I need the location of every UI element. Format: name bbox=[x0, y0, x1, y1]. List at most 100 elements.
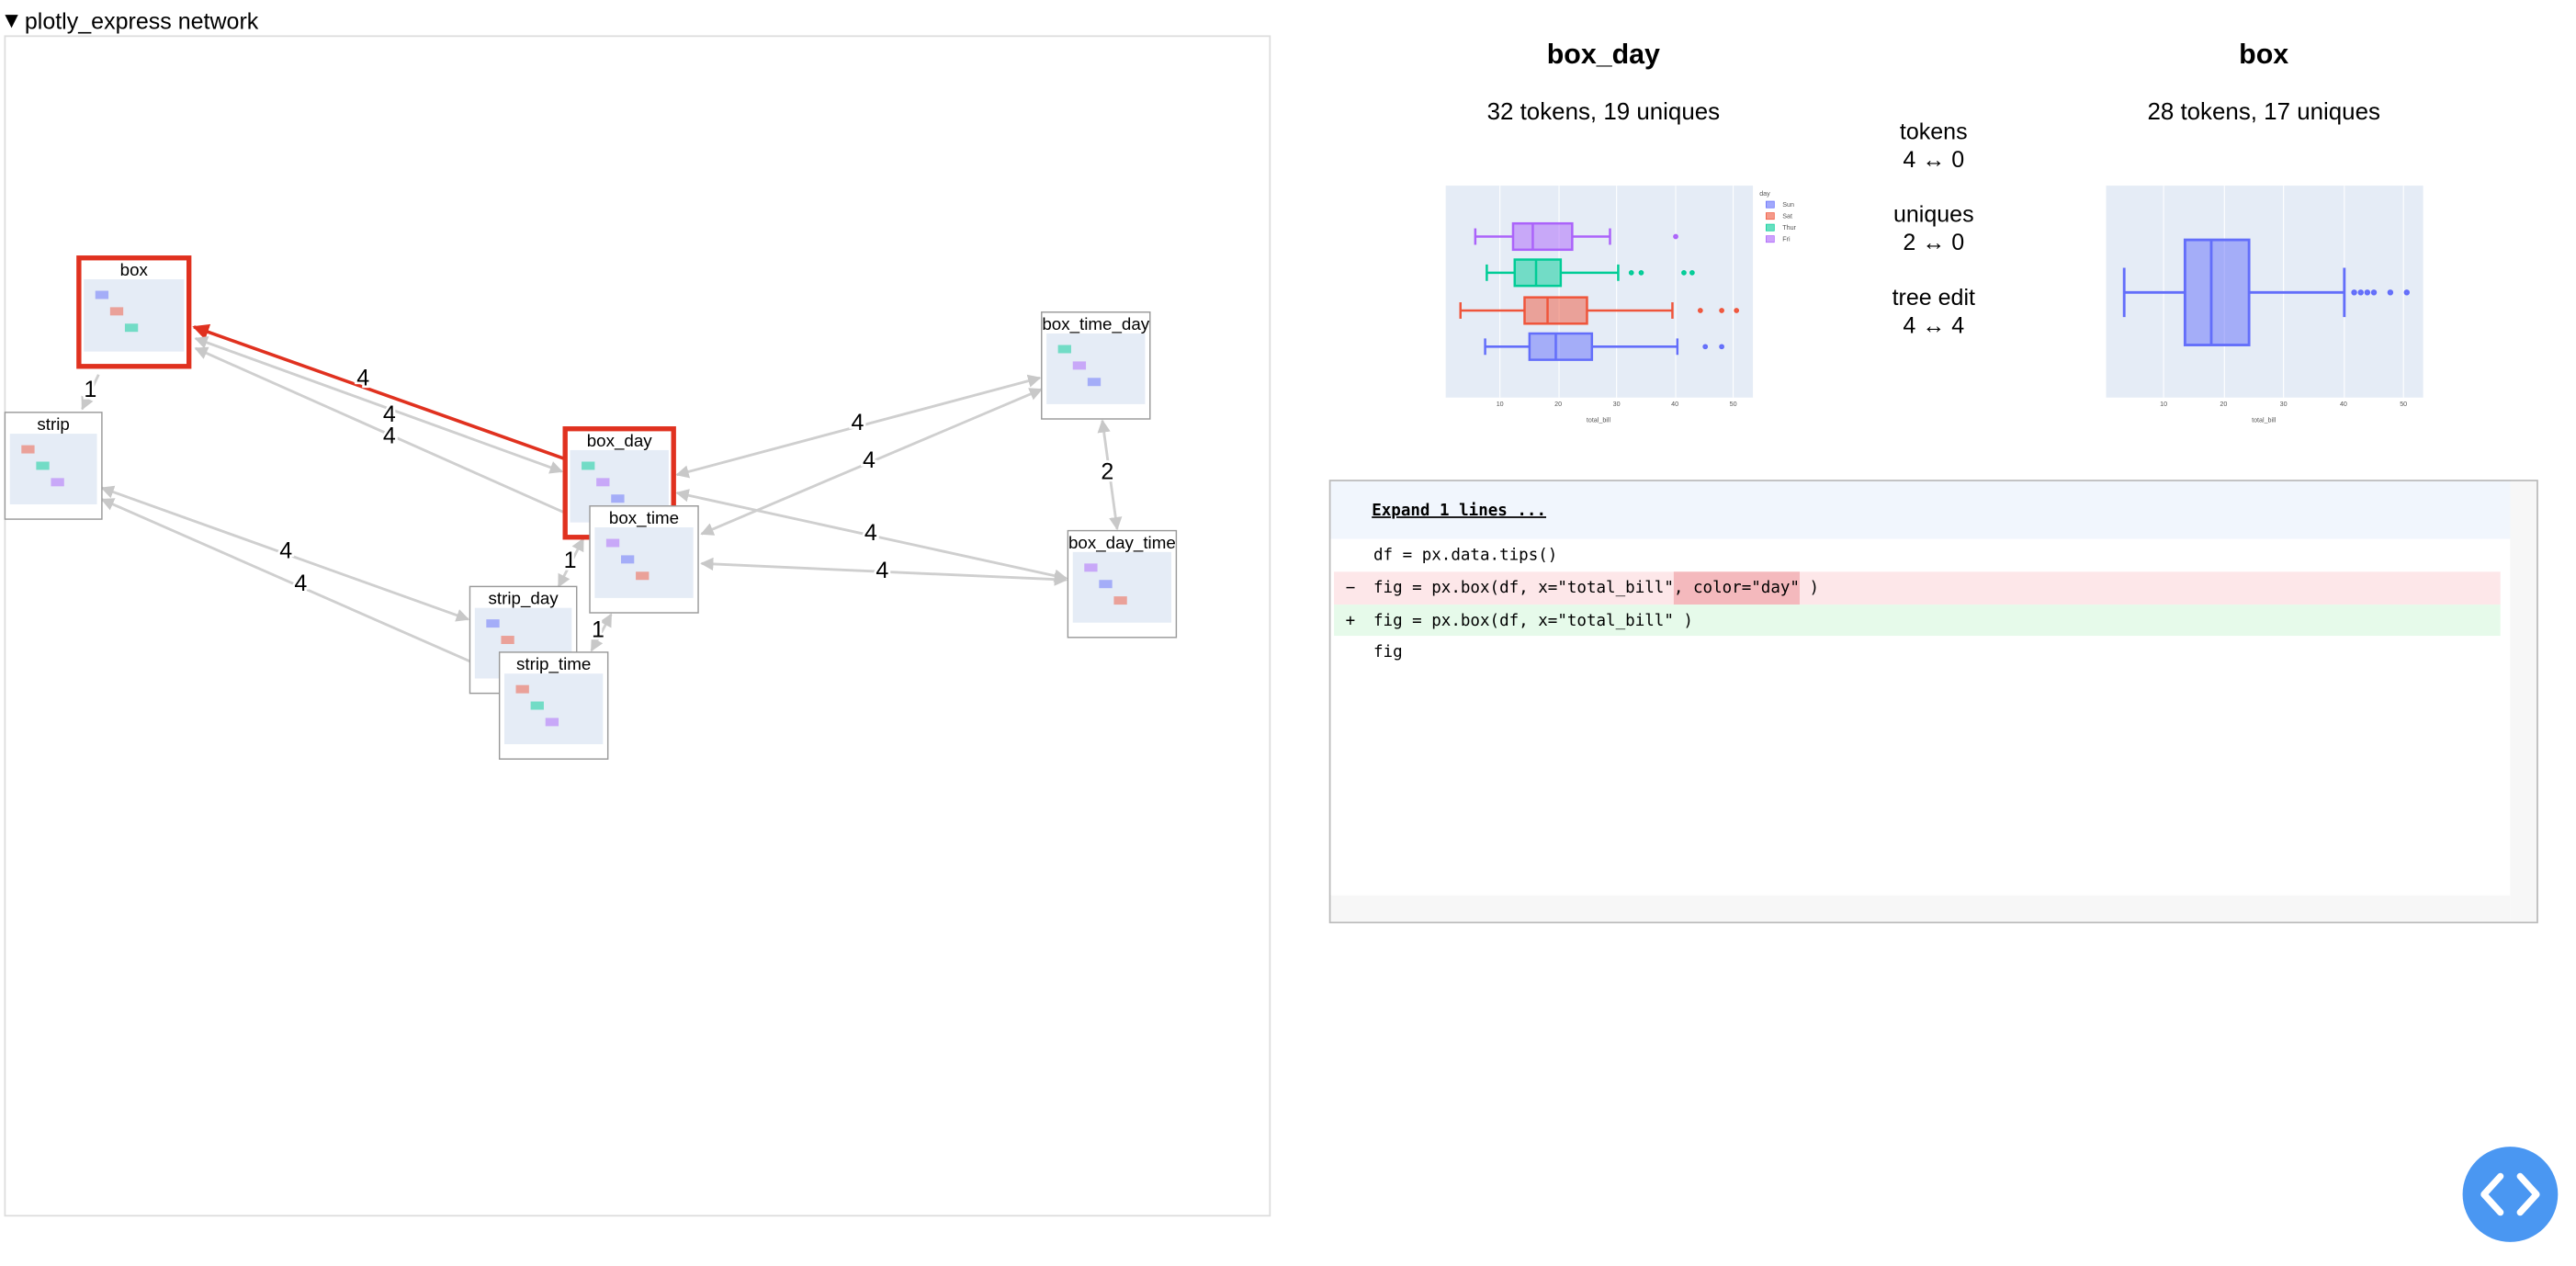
thumbnail-mark bbox=[611, 494, 625, 503]
x-tick-label: 50 bbox=[1730, 401, 1737, 408]
x-tick-label: 40 bbox=[2340, 401, 2347, 408]
thumbnail-mark bbox=[582, 461, 595, 470]
added-row bbox=[1334, 605, 2501, 637]
edge-label: 4 bbox=[852, 410, 864, 435]
edge-label: 1 bbox=[592, 616, 604, 642]
edge-label: 4 bbox=[356, 366, 369, 391]
legend-swatch bbox=[1766, 200, 1775, 209]
x-tick-label: 50 bbox=[2400, 401, 2407, 408]
left-stats: 32 tokens, 19 uniques bbox=[1487, 99, 1721, 125]
x-tick-label: 10 bbox=[1497, 401, 1504, 408]
x-axis-label: total_bill bbox=[2252, 417, 2277, 424]
node-label: strip_time bbox=[516, 654, 591, 674]
edge-label: 4 bbox=[279, 537, 292, 563]
legend-entry: Thur bbox=[1782, 224, 1796, 232]
thumbnail-mark bbox=[109, 307, 124, 316]
node-label: strip_day bbox=[489, 589, 559, 609]
thumbnail-mark bbox=[515, 684, 529, 694]
thumbnail-mark bbox=[545, 718, 559, 727]
node-thumbnail bbox=[84, 278, 185, 352]
left-title: box_day bbox=[1547, 39, 1660, 70]
x-tick-label: 30 bbox=[1613, 401, 1621, 408]
thumbnail-mark bbox=[21, 445, 35, 454]
thumbnail-mark bbox=[1087, 378, 1102, 387]
edge-label: 4 bbox=[294, 571, 307, 596]
edge bbox=[590, 613, 613, 652]
thumbnail-mark bbox=[124, 323, 139, 333]
left-plot bbox=[1445, 186, 1754, 398]
edge-label: 4 bbox=[383, 423, 396, 448]
edge-label: 2 bbox=[1101, 459, 1113, 485]
legend-swatch bbox=[1766, 235, 1775, 243]
diff-expand-bar bbox=[1330, 480, 2511, 539]
thumbnail-mark bbox=[95, 290, 109, 300]
thumbnail-mark bbox=[501, 636, 514, 644]
removed-token: , color="day" bbox=[1674, 579, 1800, 597]
code-toggle-button[interactable] bbox=[2462, 1147, 2559, 1242]
removed-highlight bbox=[1673, 571, 1800, 605]
thumbnail-mark bbox=[1084, 563, 1098, 572]
metric-label: uniques bbox=[1893, 202, 1974, 228]
scrollbar-h bbox=[1330, 895, 2511, 922]
thumbnail-mark bbox=[530, 701, 544, 710]
edge bbox=[1097, 419, 1123, 531]
right-plot bbox=[2106, 186, 2423, 398]
diff-line: fig bbox=[1373, 643, 1403, 661]
code-icon[interactable] bbox=[2480, 1172, 2540, 1216]
button-circle[interactable] bbox=[2462, 1147, 2559, 1242]
thumbnail-mark bbox=[596, 478, 610, 487]
diff-line: fig = px.box(df, x="total_bill" ) bbox=[1373, 612, 1693, 630]
metric-label: tokens bbox=[1900, 119, 1968, 144]
x-axis-label: total_bill bbox=[1587, 417, 1611, 424]
scrollbar-v bbox=[2510, 480, 2537, 922]
diff-panel bbox=[1328, 480, 2538, 923]
thumbnail-mark bbox=[51, 478, 64, 487]
code-span: ) bbox=[1800, 579, 1819, 597]
edge-label: 1 bbox=[84, 377, 96, 402]
node-thumbnail bbox=[1046, 333, 1146, 404]
thumbnail-mark bbox=[36, 461, 50, 470]
box-traces bbox=[1459, 221, 1740, 361]
node-label: strip bbox=[37, 414, 69, 434]
box-trace bbox=[2122, 238, 2410, 346]
node-label: box bbox=[120, 260, 149, 279]
right-title: box bbox=[2239, 39, 2288, 70]
toggle[interactable] bbox=[5, 15, 18, 28]
node-thumbnail bbox=[1072, 551, 1172, 623]
legend-entry: Sun bbox=[1782, 201, 1794, 209]
edge-label: 4 bbox=[863, 447, 876, 473]
thumbnail-mark bbox=[1057, 345, 1071, 354]
edge-label: 4 bbox=[864, 520, 877, 546]
edge-label: 4 bbox=[383, 401, 396, 427]
edge bbox=[557, 537, 585, 588]
plot-labels: 10 20 30 40 50 total_bill day Sun Sat Thur Fri 10 20… bbox=[1497, 190, 2407, 424]
legend-title: day bbox=[1759, 190, 1770, 198]
metric-value: 2 ↔ 0 bbox=[1903, 230, 1964, 255]
metric-value: 4 ↔ 4 bbox=[1903, 312, 1964, 338]
section-title[interactable]: plotly_express network bbox=[25, 9, 259, 35]
legend-entry: Fri bbox=[1782, 235, 1791, 243]
thumbnail-mark bbox=[636, 571, 650, 581]
edge bbox=[81, 374, 100, 411]
legend-entry: Sat bbox=[1782, 212, 1792, 220]
edge-label: 1 bbox=[564, 548, 577, 573]
x-tick-label: 20 bbox=[2220, 401, 2227, 408]
removed-row bbox=[1334, 571, 2501, 605]
metric-value: 4 ↔ 0 bbox=[1903, 147, 1964, 173]
x-tick-label: 10 bbox=[2160, 401, 2167, 408]
code-span: fig = px.box(df, x="total_bill" bbox=[1373, 579, 1674, 597]
thumbnail-mark bbox=[1072, 361, 1087, 370]
node-thumbnail bbox=[504, 673, 604, 745]
expand-link[interactable]: Expand 1 lines ... bbox=[1372, 502, 1546, 520]
diff-lines: df = px.data.tips()− fig = px.box(df, x="… bbox=[1334, 546, 2501, 661]
node-thumbnail bbox=[9, 434, 97, 504]
node-label: box_day bbox=[587, 431, 653, 451]
node-label: box_time_day bbox=[1042, 314, 1149, 334]
diff-marker: − bbox=[1346, 579, 1356, 597]
edge bbox=[194, 346, 588, 524]
x-tick-label: 40 bbox=[1671, 401, 1678, 408]
node-label: box_time bbox=[609, 508, 679, 528]
